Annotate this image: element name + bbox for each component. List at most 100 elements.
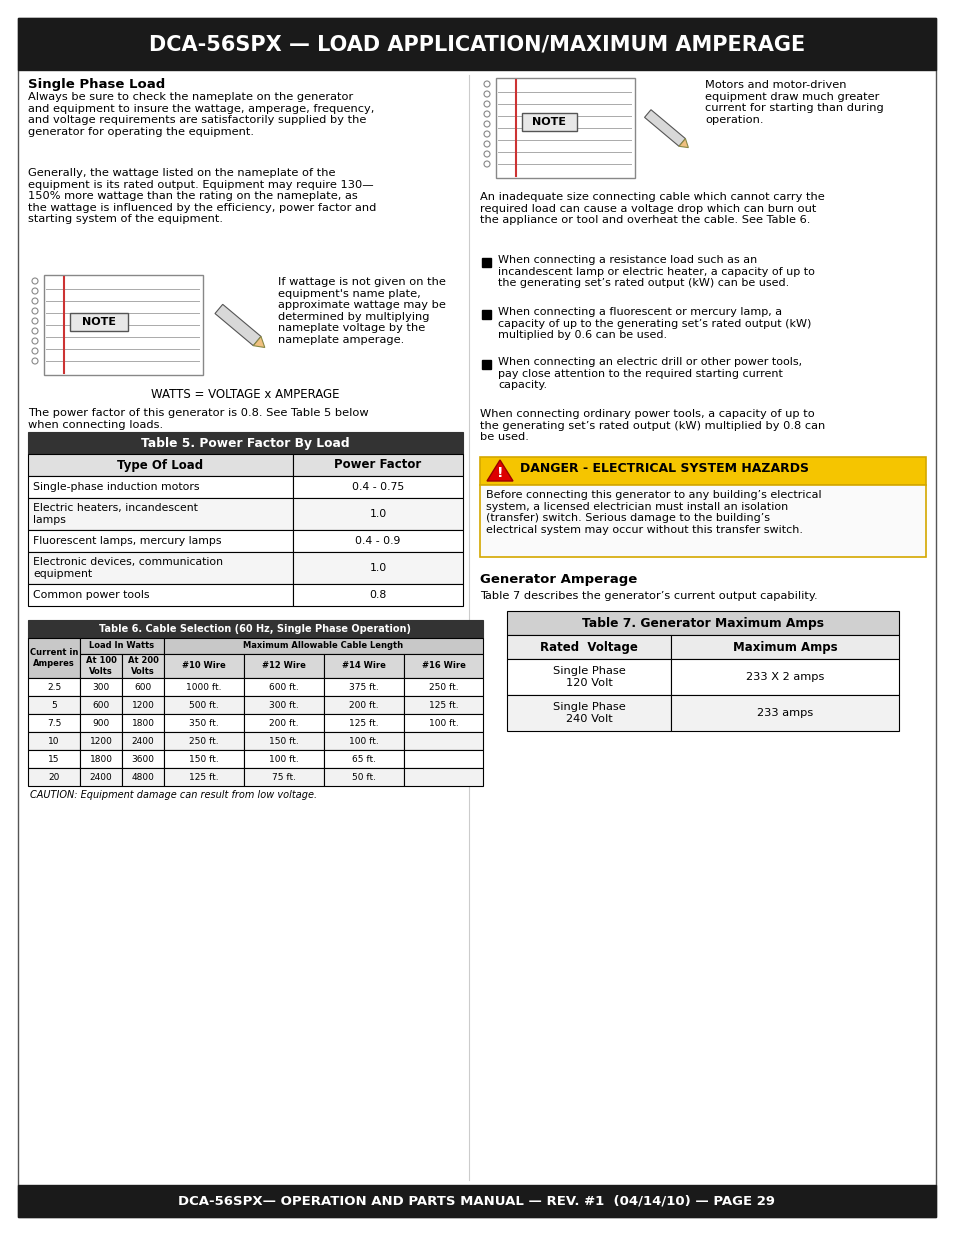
Text: 20: 20	[49, 773, 60, 782]
Circle shape	[32, 348, 38, 354]
Bar	[670, 659, 898, 695]
Text: 10: 10	[49, 736, 60, 746]
Bar	[164, 714, 244, 732]
Text: An inadequate size connecting cable which cannot carry the
required load can cau: An inadequate size connecting cable whic…	[479, 191, 824, 225]
Bar	[506, 635, 670, 659]
Text: Maximum Amps: Maximum Amps	[732, 641, 837, 653]
Text: Single Phase
120 Volt: Single Phase 120 Volt	[552, 666, 625, 688]
Bar	[521, 112, 577, 131]
Bar	[324, 768, 403, 785]
Bar	[80, 768, 122, 785]
Bar	[479, 485, 925, 557]
Bar	[28, 732, 80, 750]
Circle shape	[32, 298, 38, 304]
Circle shape	[32, 288, 38, 294]
Text: 150 ft.: 150 ft.	[189, 755, 218, 763]
Bar	[324, 714, 403, 732]
Bar	[324, 750, 403, 768]
Bar	[70, 312, 128, 331]
Bar	[28, 530, 293, 552]
Text: DCA-56SPX — LOAD APPLICATION/MAXIMUM AMPERAGE: DCA-56SPX — LOAD APPLICATION/MAXIMUM AMP…	[149, 35, 804, 54]
Text: 65 ft.: 65 ft.	[352, 755, 375, 763]
Text: 300: 300	[92, 683, 110, 692]
Bar	[244, 655, 324, 678]
Bar	[80, 714, 122, 732]
Bar	[293, 498, 462, 530]
Bar	[28, 552, 293, 584]
Bar	[403, 655, 482, 678]
Text: 375 ft.: 375 ft.	[349, 683, 378, 692]
Bar	[244, 732, 324, 750]
Bar	[28, 498, 293, 530]
Bar	[28, 768, 80, 785]
Text: 500 ft.: 500 ft.	[189, 700, 218, 709]
Bar	[122, 714, 164, 732]
Bar	[403, 697, 482, 714]
Bar	[28, 697, 80, 714]
Bar	[80, 697, 122, 714]
Text: Current in
Amperes: Current in Amperes	[30, 648, 78, 668]
Text: 50 ft.: 50 ft.	[352, 773, 375, 782]
Bar	[244, 768, 324, 785]
Bar	[403, 714, 482, 732]
Text: Table 7 describes the generator’s current output capability.: Table 7 describes the generator’s curren…	[479, 592, 817, 601]
Bar	[506, 695, 670, 731]
Circle shape	[32, 308, 38, 314]
Circle shape	[483, 151, 490, 157]
Circle shape	[483, 141, 490, 147]
Text: Type Of Load: Type Of Load	[117, 458, 203, 472]
Text: 100 ft.: 100 ft.	[349, 736, 378, 746]
Bar	[244, 750, 324, 768]
Bar	[164, 768, 244, 785]
Polygon shape	[214, 304, 261, 346]
Text: 125 ft.: 125 ft.	[349, 719, 378, 727]
Text: 600: 600	[92, 700, 110, 709]
Circle shape	[32, 329, 38, 333]
Bar	[28, 454, 293, 475]
Bar	[403, 678, 482, 697]
Bar	[324, 678, 403, 697]
Text: 125 ft.: 125 ft.	[428, 700, 457, 709]
Bar	[293, 552, 462, 584]
Bar	[122, 655, 164, 678]
Circle shape	[483, 121, 490, 127]
Text: Power Factor: Power Factor	[334, 458, 421, 472]
Bar	[122, 750, 164, 768]
Bar	[244, 697, 324, 714]
Text: 1200: 1200	[132, 700, 154, 709]
Text: 0.4 - 0.75: 0.4 - 0.75	[352, 482, 404, 492]
Text: 1.0: 1.0	[369, 563, 386, 573]
Text: CAUTION: Equipment damage can result from low voltage.: CAUTION: Equipment damage can result fro…	[30, 790, 316, 800]
Circle shape	[483, 91, 490, 98]
Circle shape	[483, 101, 490, 107]
Bar	[479, 457, 925, 485]
Polygon shape	[679, 138, 688, 148]
Circle shape	[483, 82, 490, 86]
Text: 0.4 - 0.9: 0.4 - 0.9	[355, 536, 400, 546]
Circle shape	[32, 317, 38, 324]
Text: 7.5: 7.5	[47, 719, 61, 727]
Text: #12 Wire: #12 Wire	[262, 662, 306, 671]
Bar	[80, 732, 122, 750]
Bar	[80, 655, 122, 678]
Bar	[244, 678, 324, 697]
Bar	[496, 78, 635, 178]
Text: 1800: 1800	[132, 719, 154, 727]
Bar	[44, 275, 203, 375]
Circle shape	[483, 111, 490, 117]
Text: NOTE: NOTE	[82, 317, 116, 327]
Text: 900: 900	[92, 719, 110, 727]
Bar	[28, 638, 80, 678]
Text: Generally, the wattage listed on the nameplate of the
equipment is its rated out: Generally, the wattage listed on the nam…	[28, 168, 376, 225]
Text: 0.8: 0.8	[369, 590, 386, 600]
Text: 2400: 2400	[90, 773, 112, 782]
Text: Before connecting this generator to any building’s electrical
system, a licensed: Before connecting this generator to any …	[485, 490, 821, 535]
Text: At 100
Volts: At 100 Volts	[86, 656, 116, 676]
Text: 150 ft.: 150 ft.	[269, 736, 298, 746]
Bar	[164, 697, 244, 714]
Polygon shape	[644, 110, 685, 146]
Text: #10 Wire: #10 Wire	[182, 662, 226, 671]
Text: When connecting an electric drill or other power tools,
pay close attention to t: When connecting an electric drill or oth…	[497, 357, 801, 390]
Text: Electric heaters, incandescent
lamps: Electric heaters, incandescent lamps	[33, 503, 197, 525]
Circle shape	[32, 358, 38, 364]
